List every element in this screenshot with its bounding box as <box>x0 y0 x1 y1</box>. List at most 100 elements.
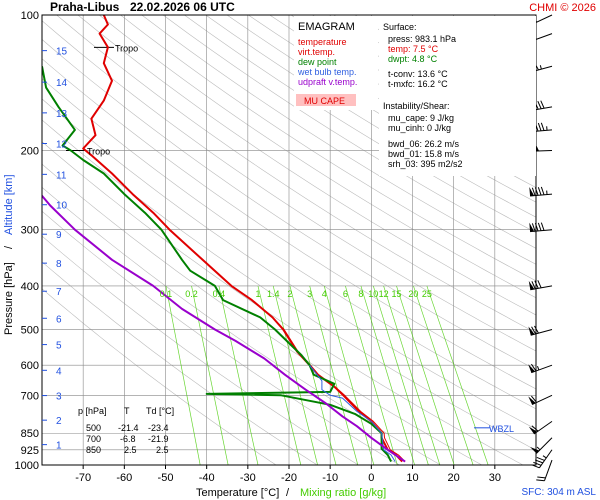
wind-barb-flag <box>540 122 545 131</box>
legend-item-updraft: udpraft v.temp. <box>298 77 357 87</box>
mu-cape-box <box>296 94 356 106</box>
wind-barb-half <box>542 455 547 459</box>
x-axis-title: Temperature [°C] / Mixing ratio [g/kg] <box>196 487 386 499</box>
dry-adiabat-line <box>226 15 536 203</box>
wind-barb-flag <box>534 280 539 289</box>
legend-item-dew-point: dew point <box>298 57 337 67</box>
dry-adiabat-line <box>56 15 536 334</box>
wind-barb-flag <box>540 186 545 195</box>
x-tick-label: 10 <box>406 472 418 484</box>
altitude-tick-label: 10 <box>56 201 68 212</box>
bwd01-value: bwd_01: 15.8 m/s <box>388 149 460 159</box>
wind-barb-half <box>537 366 540 371</box>
mixing-ratio-label: 4 <box>322 289 327 299</box>
wind-barb-flag <box>531 464 540 469</box>
pressure-tick-label: 200 <box>21 145 39 157</box>
wind-barb-shaft <box>538 449 553 469</box>
dry-adiabat-line <box>42 39 536 371</box>
wind-barb-flag <box>531 187 536 196</box>
x-tick-label: -20 <box>281 472 297 484</box>
dry-adiabat-line <box>205 15 536 218</box>
altitude-tick-label: 14 <box>56 78 68 89</box>
tropopause-label: Tropo <box>87 146 110 156</box>
altitude-tick-label: 13 <box>56 109 68 120</box>
x-axis-label: Temperature [°C] <box>196 487 279 499</box>
instability-title: Instability/Shear: <box>383 101 450 111</box>
dry-adiabat-line <box>42 58 536 390</box>
wind-barb-flag <box>531 223 536 232</box>
table-cell: 2.5 <box>124 445 137 455</box>
station-title: Praha-Libus <box>50 0 120 14</box>
pressure-tick-label: 850 <box>21 428 39 440</box>
mixing-ratio-label: 0.1 <box>160 289 173 299</box>
dry-adiabat-line <box>42 20 536 352</box>
surface-title: Surface: <box>383 22 417 32</box>
mixing-ratio-line <box>383 285 441 465</box>
mixing-ratio-line <box>257 285 302 465</box>
wind-barb-flag <box>534 459 544 464</box>
surface-temp: temp: 7.5 °C <box>388 44 439 54</box>
dry-adiabat-line <box>42 78 536 410</box>
info-background <box>379 16 536 176</box>
wind-barb-flag <box>540 222 545 231</box>
mu-cape-value: mu_cape: 9 J/kg <box>388 113 454 123</box>
mixing-ratio-line <box>396 285 455 465</box>
table-cell: 700 <box>86 434 101 444</box>
altitude-tick-label: 8 <box>56 259 62 270</box>
wind-barb-pennant <box>528 396 536 405</box>
wind-barb <box>528 280 553 291</box>
srh03-value: srh_03: 395 m2/s2 <box>388 159 463 169</box>
pressure-tick-label: 925 <box>21 445 39 457</box>
altitude-tick-label: 7 <box>56 287 62 298</box>
wind-barb-flag <box>530 363 537 372</box>
mixing-ratio-label: 6 <box>343 289 348 299</box>
mu-cape-label: MU CAPE <box>304 96 345 106</box>
y-axis-separator: / <box>3 245 15 249</box>
pressure-tick-label: 600 <box>21 360 39 372</box>
wind-barb-flag <box>537 280 542 289</box>
y-axis-label: Pressure [hPa] <box>3 262 15 335</box>
pressure-tick-label: 500 <box>21 325 39 337</box>
wind-barb <box>528 363 553 374</box>
mixing-ratio-label: 25 <box>422 289 432 299</box>
table-cell: -21.9 <box>148 434 169 444</box>
altitude-tick-label: 9 <box>56 230 62 241</box>
mixing-ratio-line <box>289 285 337 465</box>
mixing-ratio-label: 1 <box>255 289 260 299</box>
wind-barb-pennant <box>529 187 535 196</box>
mu-cinh-value: mu_cinh: 0 J/kg <box>388 123 451 133</box>
wind-barb-flag <box>533 461 542 466</box>
x-tick-label: 30 <box>489 472 501 484</box>
mixing-ratio-label: 1.4 <box>267 289 280 299</box>
wind-barb <box>530 437 553 454</box>
surface-dwpt: dwpt: 4.8 °C <box>388 54 438 64</box>
table-header-td: Td [°C] <box>146 406 174 416</box>
pressure-tick-label: 100 <box>21 10 39 22</box>
pressure-tick-label: 300 <box>21 225 39 237</box>
series-line-dew-point <box>42 66 392 463</box>
mixing-ratio-label: 0.2 <box>185 289 198 299</box>
mixing-ratio-line <box>413 285 474 465</box>
table-cell: -23.4 <box>148 423 169 433</box>
wind-barb-shaft <box>544 459 553 481</box>
wind-barb <box>531 449 553 469</box>
altitude-tick-label: 6 <box>56 314 62 325</box>
wind-barb-flag <box>531 425 539 432</box>
altitude-tick-label: 11 <box>56 170 67 181</box>
altitude-tick-label: 3 <box>56 392 62 403</box>
wind-barb-flag <box>537 122 542 131</box>
tropopause-label: Tropo <box>115 43 138 53</box>
table-header-p: p [hPa] <box>78 406 107 416</box>
bwd06-value: bwd_06: 26.2 m/s <box>388 139 460 149</box>
wind-barb-flag <box>537 101 542 109</box>
table-cell: -21.4 <box>118 423 139 433</box>
wind-barb-flag <box>534 187 539 196</box>
pressure-tick-label: 700 <box>21 390 39 402</box>
mixing-ratio-line <box>345 285 398 465</box>
legend-item-virt-temp: virt.temp. <box>298 47 335 57</box>
wind-barb-flag <box>536 456 545 461</box>
legend-title: EMAGRAM <box>298 21 355 33</box>
altitude-axis-label: Altitude [km] <box>3 174 15 235</box>
mixing-ratio-label: 0.4 <box>213 289 226 299</box>
